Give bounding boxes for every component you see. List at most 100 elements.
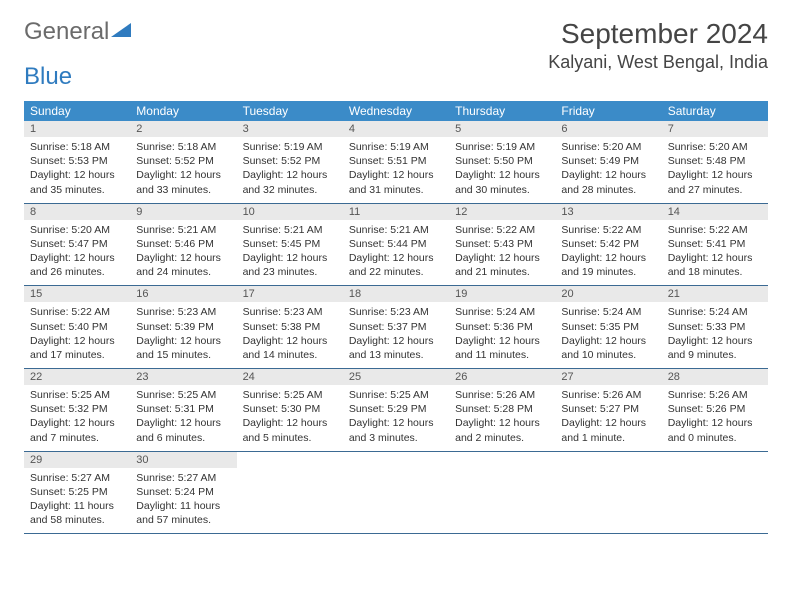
calendar-day-cell: 28Sunrise: 5:26 AMSunset: 5:26 PMDayligh…: [662, 369, 768, 452]
calendar-day-cell: 4Sunrise: 5:19 AMSunset: 5:51 PMDaylight…: [343, 121, 449, 203]
calendar-day-cell: 11Sunrise: 5:21 AMSunset: 5:44 PMDayligh…: [343, 203, 449, 286]
day-number: 17: [237, 286, 343, 302]
title-area: September 2024 Kalyani, West Bengal, Ind…: [548, 18, 768, 73]
day-data: Sunrise: 5:26 AMSunset: 5:26 PMDaylight:…: [662, 385, 768, 451]
calendar-day-cell: [449, 451, 555, 534]
calendar-day-cell: 27Sunrise: 5:26 AMSunset: 5:27 PMDayligh…: [555, 369, 661, 452]
weekday-header: Sunday: [24, 101, 130, 121]
weekday-header: Wednesday: [343, 101, 449, 121]
day-data: Sunrise: 5:26 AMSunset: 5:28 PMDaylight:…: [449, 385, 555, 451]
calendar-day-cell: [343, 451, 449, 534]
calendar-day-cell: 5Sunrise: 5:19 AMSunset: 5:50 PMDaylight…: [449, 121, 555, 203]
day-data: Sunrise: 5:25 AMSunset: 5:29 PMDaylight:…: [343, 385, 449, 451]
calendar-day-cell: 10Sunrise: 5:21 AMSunset: 5:45 PMDayligh…: [237, 203, 343, 286]
calendar-day-cell: 22Sunrise: 5:25 AMSunset: 5:32 PMDayligh…: [24, 369, 130, 452]
calendar-day-cell: 12Sunrise: 5:22 AMSunset: 5:43 PMDayligh…: [449, 203, 555, 286]
weekday-header: Saturday: [662, 101, 768, 121]
weekday-header: Monday: [130, 101, 236, 121]
month-title: September 2024: [548, 18, 768, 50]
day-number: 18: [343, 286, 449, 302]
location-label: Kalyani, West Bengal, India: [548, 52, 768, 73]
calendar-day-cell: 24Sunrise: 5:25 AMSunset: 5:30 PMDayligh…: [237, 369, 343, 452]
calendar-day-cell: 15Sunrise: 5:22 AMSunset: 5:40 PMDayligh…: [24, 286, 130, 369]
day-data: Sunrise: 5:21 AMSunset: 5:45 PMDaylight:…: [237, 220, 343, 286]
day-number: 21: [662, 286, 768, 302]
calendar-day-cell: 9Sunrise: 5:21 AMSunset: 5:46 PMDaylight…: [130, 203, 236, 286]
calendar-day-cell: 8Sunrise: 5:20 AMSunset: 5:47 PMDaylight…: [24, 203, 130, 286]
day-number: 27: [555, 369, 661, 385]
day-data: Sunrise: 5:20 AMSunset: 5:49 PMDaylight:…: [555, 137, 661, 203]
calendar-day-cell: 7Sunrise: 5:20 AMSunset: 5:48 PMDaylight…: [662, 121, 768, 203]
calendar-day-cell: 3Sunrise: 5:19 AMSunset: 5:52 PMDaylight…: [237, 121, 343, 203]
day-number: 25: [343, 369, 449, 385]
calendar-day-cell: 30Sunrise: 5:27 AMSunset: 5:24 PMDayligh…: [130, 451, 236, 534]
day-number: 9: [130, 204, 236, 220]
day-number: 12: [449, 204, 555, 220]
calendar-day-cell: 25Sunrise: 5:25 AMSunset: 5:29 PMDayligh…: [343, 369, 449, 452]
day-number: 8: [24, 204, 130, 220]
day-data: Sunrise: 5:18 AMSunset: 5:53 PMDaylight:…: [24, 137, 130, 203]
day-data: Sunrise: 5:20 AMSunset: 5:48 PMDaylight:…: [662, 137, 768, 203]
day-number: 10: [237, 204, 343, 220]
day-number: 28: [662, 369, 768, 385]
calendar-week-row: 29Sunrise: 5:27 AMSunset: 5:25 PMDayligh…: [24, 451, 768, 534]
calendar-day-cell: 16Sunrise: 5:23 AMSunset: 5:39 PMDayligh…: [130, 286, 236, 369]
day-number: 30: [130, 452, 236, 468]
day-number: 5: [449, 121, 555, 137]
day-number: 29: [24, 452, 130, 468]
calendar-day-cell: [237, 451, 343, 534]
day-data: Sunrise: 5:19 AMSunset: 5:52 PMDaylight:…: [237, 137, 343, 203]
calendar-day-cell: 18Sunrise: 5:23 AMSunset: 5:37 PMDayligh…: [343, 286, 449, 369]
calendar-day-cell: 1Sunrise: 5:18 AMSunset: 5:53 PMDaylight…: [24, 121, 130, 203]
day-number: 2: [130, 121, 236, 137]
day-number: 13: [555, 204, 661, 220]
day-number: 26: [449, 369, 555, 385]
calendar-day-cell: 19Sunrise: 5:24 AMSunset: 5:36 PMDayligh…: [449, 286, 555, 369]
day-number: 11: [343, 204, 449, 220]
calendar-day-cell: 21Sunrise: 5:24 AMSunset: 5:33 PMDayligh…: [662, 286, 768, 369]
day-data: Sunrise: 5:22 AMSunset: 5:42 PMDaylight:…: [555, 220, 661, 286]
day-number: 7: [662, 121, 768, 137]
day-data: Sunrise: 5:23 AMSunset: 5:37 PMDaylight:…: [343, 302, 449, 368]
calendar-table: SundayMondayTuesdayWednesdayThursdayFrid…: [24, 101, 768, 534]
day-number: 1: [24, 121, 130, 137]
day-data: Sunrise: 5:20 AMSunset: 5:47 PMDaylight:…: [24, 220, 130, 286]
day-number: 20: [555, 286, 661, 302]
day-data: Sunrise: 5:19 AMSunset: 5:50 PMDaylight:…: [449, 137, 555, 203]
logo-triangle-icon: [111, 23, 131, 37]
day-data: Sunrise: 5:27 AMSunset: 5:25 PMDaylight:…: [24, 468, 130, 534]
calendar-body: 1Sunrise: 5:18 AMSunset: 5:53 PMDaylight…: [24, 121, 768, 534]
day-data: Sunrise: 5:24 AMSunset: 5:35 PMDaylight:…: [555, 302, 661, 368]
day-number: 16: [130, 286, 236, 302]
calendar-week-row: 8Sunrise: 5:20 AMSunset: 5:47 PMDaylight…: [24, 203, 768, 286]
day-data: Sunrise: 5:24 AMSunset: 5:33 PMDaylight:…: [662, 302, 768, 368]
day-data: Sunrise: 5:22 AMSunset: 5:40 PMDaylight:…: [24, 302, 130, 368]
weekday-header: Thursday: [449, 101, 555, 121]
day-data: Sunrise: 5:22 AMSunset: 5:41 PMDaylight:…: [662, 220, 768, 286]
day-data: Sunrise: 5:25 AMSunset: 5:30 PMDaylight:…: [237, 385, 343, 451]
day-data: Sunrise: 5:24 AMSunset: 5:36 PMDaylight:…: [449, 302, 555, 368]
calendar-day-cell: 13Sunrise: 5:22 AMSunset: 5:42 PMDayligh…: [555, 203, 661, 286]
day-data: Sunrise: 5:23 AMSunset: 5:39 PMDaylight:…: [130, 302, 236, 368]
weekday-header: Tuesday: [237, 101, 343, 121]
weekday-header-row: SundayMondayTuesdayWednesdayThursdayFrid…: [24, 101, 768, 121]
day-data: Sunrise: 5:25 AMSunset: 5:31 PMDaylight:…: [130, 385, 236, 451]
calendar-week-row: 1Sunrise: 5:18 AMSunset: 5:53 PMDaylight…: [24, 121, 768, 203]
calendar-day-cell: 26Sunrise: 5:26 AMSunset: 5:28 PMDayligh…: [449, 369, 555, 452]
day-number: 4: [343, 121, 449, 137]
day-number: 15: [24, 286, 130, 302]
calendar-day-cell: 29Sunrise: 5:27 AMSunset: 5:25 PMDayligh…: [24, 451, 130, 534]
calendar-day-cell: [555, 451, 661, 534]
calendar-day-cell: [662, 451, 768, 534]
day-number: 14: [662, 204, 768, 220]
day-number: 6: [555, 121, 661, 137]
day-data: Sunrise: 5:25 AMSunset: 5:32 PMDaylight:…: [24, 385, 130, 451]
brand-text-1: General: [24, 18, 109, 46]
day-data: Sunrise: 5:27 AMSunset: 5:24 PMDaylight:…: [130, 468, 236, 534]
day-data: Sunrise: 5:22 AMSunset: 5:43 PMDaylight:…: [449, 220, 555, 286]
day-data: Sunrise: 5:19 AMSunset: 5:51 PMDaylight:…: [343, 137, 449, 203]
weekday-header: Friday: [555, 101, 661, 121]
calendar-week-row: 15Sunrise: 5:22 AMSunset: 5:40 PMDayligh…: [24, 286, 768, 369]
calendar-day-cell: 6Sunrise: 5:20 AMSunset: 5:49 PMDaylight…: [555, 121, 661, 203]
day-number: 3: [237, 121, 343, 137]
